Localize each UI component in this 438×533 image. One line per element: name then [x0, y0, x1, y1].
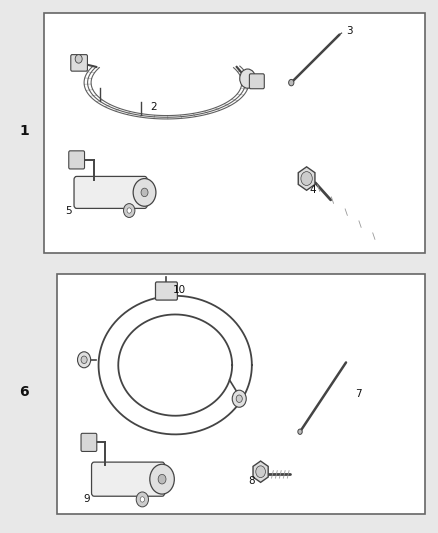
Text: 6: 6 [19, 385, 29, 399]
Circle shape [298, 429, 302, 434]
Circle shape [256, 466, 265, 478]
Text: 4: 4 [310, 185, 317, 195]
Circle shape [158, 474, 166, 484]
FancyBboxPatch shape [71, 54, 88, 71]
FancyBboxPatch shape [249, 74, 264, 88]
Circle shape [78, 352, 91, 368]
FancyBboxPatch shape [74, 176, 147, 208]
Circle shape [289, 79, 294, 86]
Text: 1: 1 [19, 124, 29, 138]
FancyBboxPatch shape [69, 151, 85, 169]
Text: 2: 2 [150, 102, 157, 111]
Circle shape [133, 179, 156, 206]
FancyBboxPatch shape [155, 282, 177, 300]
Text: 5: 5 [66, 206, 72, 215]
Circle shape [301, 172, 312, 185]
Circle shape [236, 395, 242, 402]
Circle shape [124, 204, 135, 217]
Circle shape [127, 208, 131, 213]
FancyBboxPatch shape [92, 462, 165, 496]
Circle shape [141, 188, 148, 197]
Text: 3: 3 [346, 26, 353, 36]
Circle shape [232, 390, 246, 407]
Bar [57, 274, 425, 514]
Polygon shape [253, 461, 268, 482]
Text: 8: 8 [248, 476, 255, 486]
Text: 9: 9 [83, 495, 90, 504]
Polygon shape [298, 167, 315, 190]
Circle shape [150, 464, 174, 494]
Bar [44, 13, 425, 253]
Circle shape [240, 69, 255, 88]
Circle shape [140, 497, 145, 502]
Text: 10: 10 [173, 286, 186, 295]
FancyBboxPatch shape [81, 433, 97, 451]
Text: 7: 7 [355, 390, 361, 399]
Circle shape [136, 492, 148, 507]
Circle shape [75, 54, 82, 63]
Circle shape [81, 356, 87, 364]
